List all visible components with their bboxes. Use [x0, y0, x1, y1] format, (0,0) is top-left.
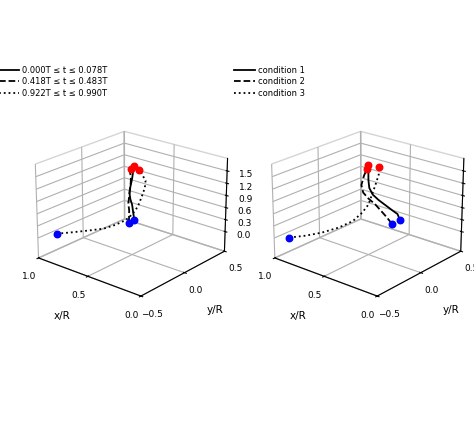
Legend: 0.000T ≤ t ≤ 0.078T, 0.418T ≤ t ≤ 0.483T, 0.922T ≤ t ≤ 0.990T: 0.000T ≤ t ≤ 0.078T, 0.418T ≤ t ≤ 0.483T… [0, 66, 108, 98]
Y-axis label: y/R: y/R [443, 305, 459, 315]
X-axis label: x/R: x/R [54, 311, 70, 321]
Legend: condition 1, condition 2, condition 3: condition 1, condition 2, condition 3 [234, 66, 305, 98]
Y-axis label: y/R: y/R [207, 305, 223, 315]
X-axis label: x/R: x/R [290, 311, 307, 321]
